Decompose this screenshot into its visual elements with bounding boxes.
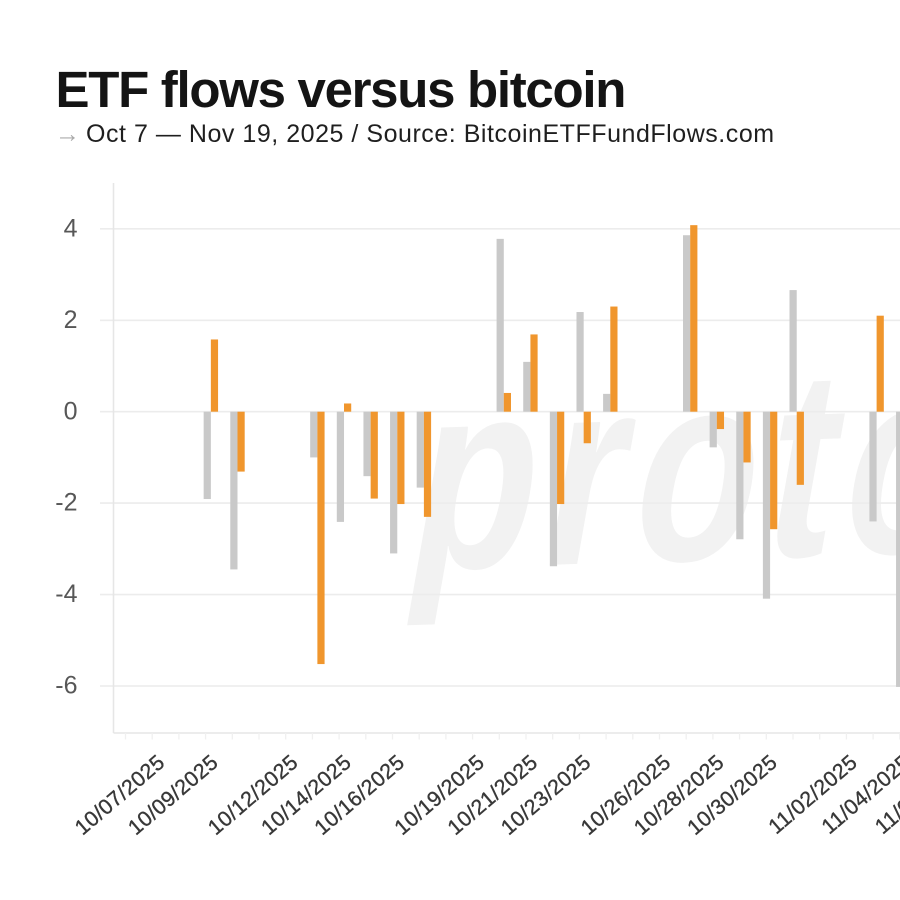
- svg-text:-6: -6: [55, 672, 77, 700]
- svg-text:0: 0: [64, 397, 78, 425]
- svg-text:-2: -2: [55, 489, 77, 517]
- svg-text:-4: -4: [55, 580, 77, 608]
- svg-text:protos: protos: [393, 302, 900, 627]
- svg-text:2: 2: [64, 306, 78, 334]
- svg-text:4: 4: [64, 214, 78, 242]
